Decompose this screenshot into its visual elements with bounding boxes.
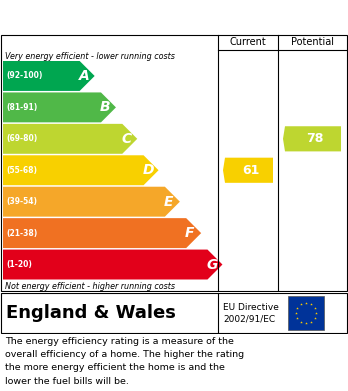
- Text: A: A: [79, 69, 89, 83]
- Text: Very energy efficient - lower running costs: Very energy efficient - lower running co…: [5, 52, 175, 61]
- Text: 78: 78: [306, 132, 324, 145]
- Text: C: C: [121, 132, 132, 146]
- Polygon shape: [283, 126, 341, 151]
- Polygon shape: [3, 155, 159, 185]
- Text: England & Wales: England & Wales: [6, 304, 176, 322]
- Text: Not energy efficient - higher running costs: Not energy efficient - higher running co…: [5, 282, 175, 291]
- Text: E: E: [164, 195, 173, 209]
- Polygon shape: [3, 124, 137, 154]
- Text: D: D: [143, 163, 154, 177]
- Text: B: B: [100, 100, 111, 115]
- Text: 2002/91/EC: 2002/91/EC: [223, 315, 275, 324]
- Bar: [288, 296, 324, 330]
- Polygon shape: [3, 249, 222, 280]
- Text: G: G: [206, 258, 218, 271]
- Text: (55-68): (55-68): [6, 166, 37, 175]
- Text: EU Directive: EU Directive: [223, 303, 279, 312]
- Polygon shape: [223, 158, 273, 183]
- Text: (92-100): (92-100): [6, 72, 42, 81]
- Text: Potential: Potential: [291, 37, 333, 47]
- Text: (21-38): (21-38): [6, 229, 37, 238]
- Text: Current: Current: [230, 37, 266, 47]
- Text: F: F: [185, 226, 195, 240]
- Text: Energy Efficiency Rating: Energy Efficiency Rating: [8, 9, 218, 25]
- Polygon shape: [3, 92, 116, 122]
- Text: 61: 61: [242, 164, 260, 177]
- Text: (69-80): (69-80): [6, 135, 37, 143]
- Text: (1-20): (1-20): [6, 260, 32, 269]
- Text: (39-54): (39-54): [6, 197, 37, 206]
- Polygon shape: [3, 218, 201, 248]
- Text: The energy efficiency rating is a measure of the
overall efficiency of a home. T: The energy efficiency rating is a measur…: [5, 337, 244, 386]
- Polygon shape: [3, 187, 180, 217]
- Text: (81-91): (81-91): [6, 103, 37, 112]
- Polygon shape: [3, 61, 95, 91]
